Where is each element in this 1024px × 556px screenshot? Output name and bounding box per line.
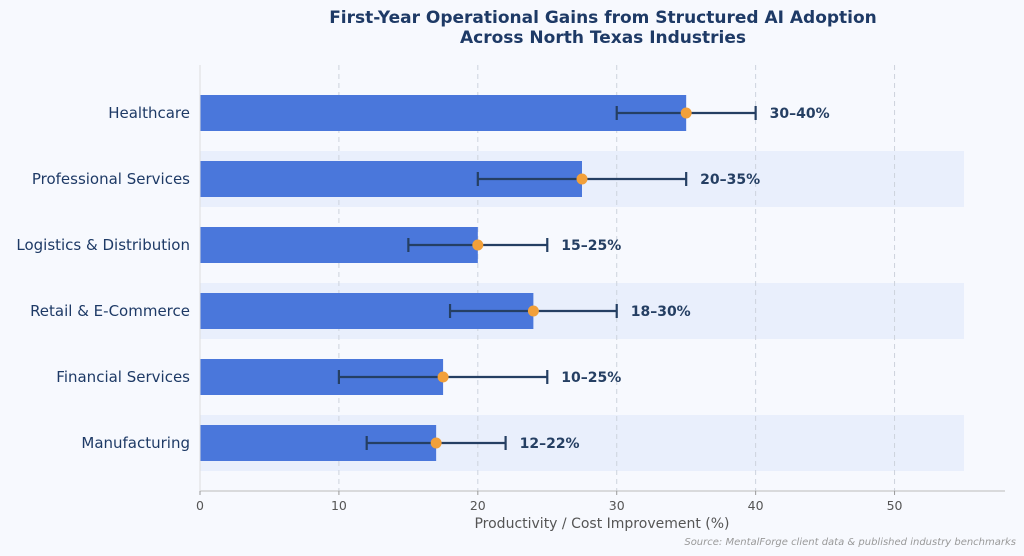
- value-marker: [430, 437, 442, 449]
- range-label: 15–25%: [561, 238, 621, 254]
- value-marker: [437, 371, 449, 383]
- chart-subtitle: Across North Texas Industries: [460, 28, 746, 48]
- category-label: Financial Services: [56, 368, 190, 386]
- x-tick-label: 0: [196, 498, 204, 513]
- x-tick-label: 20: [470, 498, 486, 513]
- value-marker: [527, 305, 539, 317]
- range-label: 20–35%: [700, 172, 760, 188]
- range-label: 18–30%: [631, 304, 691, 320]
- x-tick-label: 30: [609, 498, 625, 513]
- category-label: Logistics & Distribution: [16, 236, 190, 254]
- x-tick-label: 40: [748, 498, 764, 513]
- x-tick-label: 50: [887, 498, 903, 513]
- category-label: Professional Services: [32, 170, 190, 188]
- value-marker: [680, 107, 692, 119]
- range-label: 30–40%: [770, 106, 830, 122]
- category-label: Retail & E-Commerce: [30, 302, 190, 320]
- value-marker: [472, 239, 484, 251]
- chart-title: First-Year Operational Gains from Struct…: [329, 8, 877, 28]
- category-label: Healthcare: [108, 104, 190, 122]
- range-label: 12–22%: [520, 436, 580, 452]
- range-label: 10–25%: [561, 370, 621, 386]
- source-note: Source: MentalForge client data & publis…: [684, 537, 1016, 548]
- category-label: Manufacturing: [81, 434, 190, 452]
- x-axis-title: Productivity / Cost Improvement (%): [474, 516, 729, 532]
- x-tick-label: 10: [331, 498, 347, 513]
- bar: [200, 95, 687, 131]
- value-marker: [576, 173, 588, 185]
